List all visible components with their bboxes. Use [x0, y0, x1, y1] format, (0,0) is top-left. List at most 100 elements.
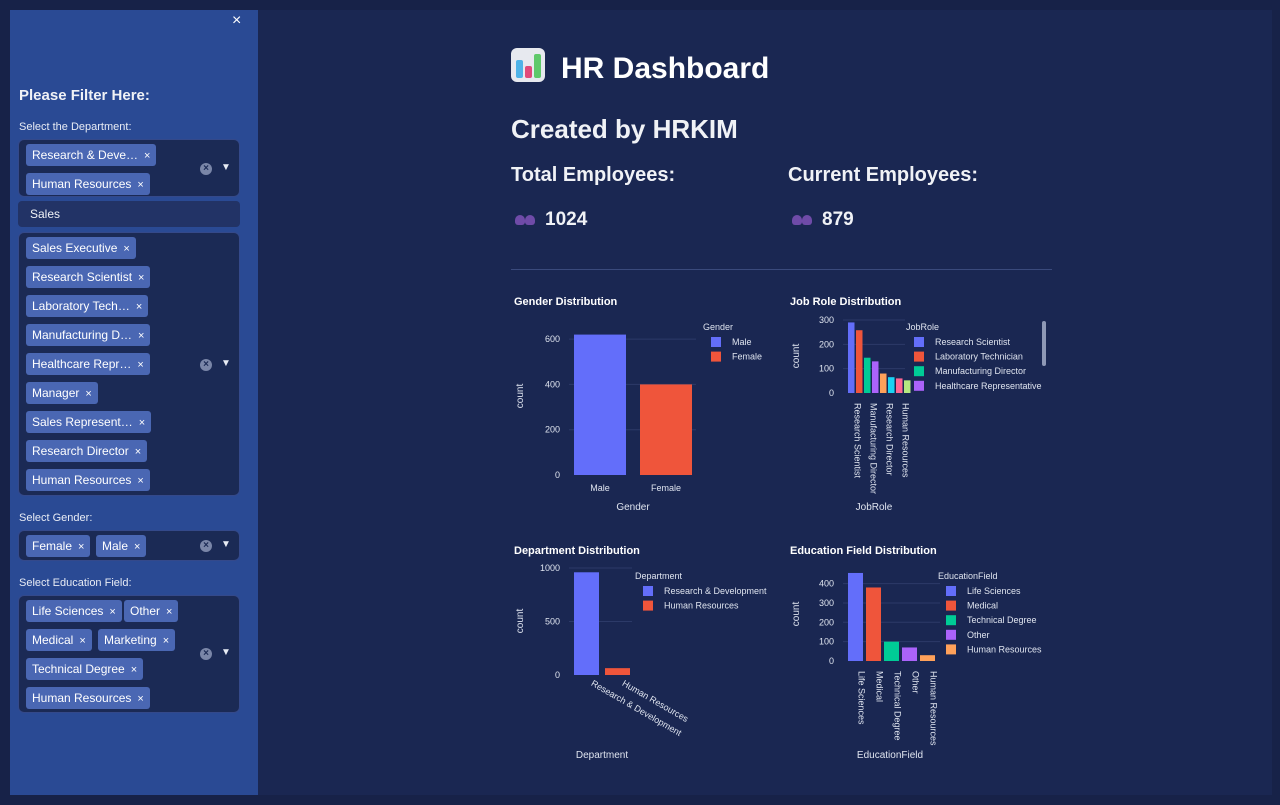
jobrole-tag[interactable]: Human Resources × — [26, 469, 150, 491]
gender-multiselect[interactable]: Female × Male × × ▼ — [18, 530, 240, 561]
education-legend-label: Medical — [967, 601, 998, 611]
legend-scrollbar[interactable] — [1042, 321, 1046, 366]
jobrole-ytick-label: 0 — [829, 388, 834, 398]
chevron-down-icon[interactable]: ▼ — [221, 647, 231, 658]
jobrole-bar — [880, 373, 887, 393]
people-icon — [790, 209, 816, 227]
education-xtick-label: Technical Degree — [893, 671, 903, 741]
jobrole-multiselect[interactable]: Sales Executive × Research Scientist × Lab… — [18, 232, 240, 496]
remove-tag-icon[interactable]: × — [138, 330, 145, 342]
jobrole-tag[interactable]: Research Director × — [26, 440, 148, 462]
gender-legend-label: Male — [732, 337, 752, 347]
education-ytick-label: 100 — [819, 637, 834, 647]
clear-all-icon[interactable]: × — [200, 359, 212, 371]
remove-tag-icon[interactable]: × — [123, 243, 130, 255]
education-tag[interactable]: Life Sciences × — [26, 600, 122, 622]
education-legend-label: Life Sciences — [967, 586, 1021, 596]
education-legend-label: Human Resources — [967, 644, 1042, 654]
gender-legend-title: Gender — [703, 322, 733, 332]
jobrole-tag[interactable]: Laboratory Tech… × — [26, 295, 149, 317]
gender-chart-title: Gender Distribution — [514, 296, 618, 308]
remove-tag-icon[interactable]: × — [137, 179, 144, 191]
department-tag[interactable]: Research & Deve… × — [26, 144, 157, 166]
people-icon — [513, 209, 539, 227]
divider — [511, 269, 1052, 270]
remove-tag-icon[interactable]: × — [109, 606, 116, 618]
remove-tag-icon[interactable]: × — [137, 475, 144, 487]
remove-tag-icon[interactable]: × — [134, 446, 142, 458]
jobrole-x-axis-title: JobRole — [856, 502, 893, 513]
remove-tag-icon[interactable]: × — [137, 693, 144, 705]
education-legend-swatch — [946, 600, 956, 611]
education-legend-swatch — [946, 644, 956, 655]
gender-xtick-label: Male — [590, 483, 610, 493]
jobrole-legend-swatch — [914, 366, 924, 377]
gender-tag[interactable]: Female × — [26, 535, 91, 557]
education-ytick-label: 0 — [829, 656, 834, 666]
education-multiselect[interactable]: Life Sciences × Other × Medical × Marketing… — [18, 595, 240, 713]
education-tag[interactable]: Human Resources × — [26, 687, 150, 709]
clear-all-icon[interactable]: × — [200, 163, 212, 175]
gender-ytick-label: 400 — [545, 379, 560, 389]
education-tag[interactable]: Other × — [124, 600, 179, 622]
clear-all-icon[interactable]: × — [200, 540, 212, 552]
jobrole-legend-label: Laboratory Technician — [935, 352, 1023, 362]
jobrole-tag[interactable]: Healthcare Repr… × — [26, 353, 150, 375]
education-tag[interactable]: Marketing × — [98, 629, 176, 651]
chevron-down-icon[interactable]: ▼ — [221, 358, 231, 369]
jobrole-tag[interactable]: Sales Executive × — [26, 237, 136, 259]
remove-tag-icon[interactable]: × — [137, 359, 144, 371]
remove-tag-icon[interactable]: × — [135, 301, 143, 313]
department-multiselect[interactable]: Research & Deve… × Human Resources × × ▼ — [18, 139, 240, 197]
jobrole-bar — [904, 380, 911, 393]
jobrole-xtick-label: Research Scientist — [852, 403, 862, 479]
remove-tag-icon[interactable]: × — [138, 272, 145, 284]
jobrole-ytick-label: 200 — [819, 339, 834, 349]
remove-tag-icon[interactable]: × — [144, 150, 151, 162]
remove-tag-icon[interactable]: × — [79, 635, 86, 647]
gender-tag[interactable]: Male × — [96, 535, 147, 557]
department-chart-title: Department Distribution — [514, 545, 640, 557]
jobrole-tag[interactable]: Sales Represent… × — [26, 411, 152, 433]
gender-legend-swatch — [711, 337, 721, 347]
remove-tag-icon[interactable]: × — [78, 541, 85, 553]
remove-tag-icon[interactable]: × — [134, 541, 141, 553]
gender-bar — [640, 384, 692, 475]
education-xtick-label: Human Resources — [929, 671, 939, 746]
remove-tag-icon[interactable]: × — [166, 606, 173, 618]
education-ytick-label: 300 — [819, 598, 834, 608]
chevron-down-icon[interactable]: ▼ — [221, 162, 231, 173]
jobrole-bar — [888, 377, 895, 393]
jobrole-y-axis-title: count — [791, 344, 802, 369]
remove-tag-icon[interactable]: × — [138, 417, 146, 429]
education-ytick-label: 200 — [819, 617, 834, 627]
department-tag[interactable]: Human Resources × — [26, 173, 150, 195]
remove-tag-icon[interactable]: × — [162, 635, 170, 647]
jobrole-bar — [856, 330, 863, 393]
page-title: HR Dashboard — [511, 48, 769, 86]
jobrole-bar — [896, 378, 903, 393]
education-tag[interactable]: Medical × — [26, 629, 92, 651]
jobrole-tag[interactable]: Manager × — [26, 382, 98, 404]
dropdown-option-sales[interactable]: Sales — [18, 201, 240, 227]
education-tag[interactable]: Technical Degree × — [26, 658, 144, 680]
remove-tag-icon[interactable]: × — [130, 664, 138, 676]
jobrole-chart-title: Job Role Distribution — [790, 296, 902, 308]
chevron-down-icon[interactable]: ▼ — [221, 539, 231, 550]
education-x-axis-title: EducationField — [857, 750, 923, 761]
jobrole-xtick-label: Manufacturing Director — [868, 403, 878, 494]
current-employees-label: Current Employees: — [788, 164, 979, 186]
jobrole-tag[interactable]: Research Scientist × — [26, 266, 151, 288]
education-bar — [866, 587, 881, 661]
remove-tag-icon[interactable]: × — [85, 388, 92, 400]
gender-xtick-label: Female — [651, 483, 681, 493]
close-sidebar-icon[interactable]: × — [232, 12, 242, 29]
jobrole-legend-swatch — [914, 380, 924, 391]
jobrole-legend-label: Manufacturing Director — [935, 366, 1026, 376]
jobrole-bar — [872, 361, 879, 393]
jobrole-tag[interactable]: Manufacturing D… × — [26, 324, 151, 346]
jobrole-xtick-label: Human Resources — [900, 403, 910, 478]
education-bar — [884, 641, 899, 661]
clear-all-icon[interactable]: × — [200, 648, 212, 660]
department-ytick-label: 1000 — [540, 563, 560, 573]
